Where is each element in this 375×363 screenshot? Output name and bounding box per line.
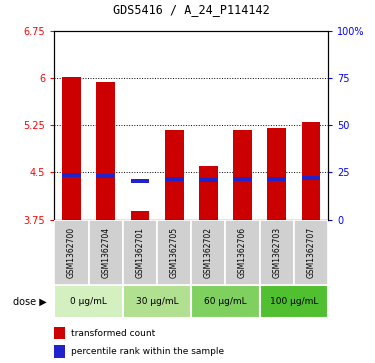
- Bar: [62, 77, 81, 220]
- Bar: [54, 220, 88, 285]
- Bar: [191, 285, 260, 318]
- Text: GSM1362704: GSM1362704: [101, 227, 110, 278]
- Bar: [267, 178, 286, 181]
- Text: 100 μg/mL: 100 μg/mL: [270, 297, 318, 306]
- Bar: [96, 174, 115, 178]
- Bar: [267, 129, 286, 220]
- Bar: [191, 220, 225, 285]
- Bar: [62, 173, 81, 177]
- Bar: [88, 220, 123, 285]
- Bar: [123, 285, 191, 318]
- Text: transformed count: transformed count: [71, 329, 155, 338]
- Text: GSM1362705: GSM1362705: [170, 227, 178, 278]
- Text: dose ▶: dose ▶: [13, 296, 47, 306]
- Text: 30 μg/mL: 30 μg/mL: [136, 297, 178, 306]
- Text: GSM1362701: GSM1362701: [135, 227, 144, 278]
- Bar: [260, 285, 328, 318]
- Bar: [54, 327, 65, 339]
- Bar: [199, 166, 218, 220]
- Text: percentile rank within the sample: percentile rank within the sample: [71, 347, 224, 356]
- Text: GSM1362707: GSM1362707: [306, 227, 315, 278]
- Bar: [302, 176, 320, 180]
- Bar: [123, 220, 157, 285]
- Bar: [233, 130, 252, 220]
- Text: GSM1362706: GSM1362706: [238, 227, 247, 278]
- Text: 0 μg/mL: 0 μg/mL: [70, 297, 107, 306]
- Bar: [225, 220, 260, 285]
- Text: GDS5416 / A_24_P114142: GDS5416 / A_24_P114142: [113, 3, 270, 16]
- Text: 60 μg/mL: 60 μg/mL: [204, 297, 247, 306]
- Bar: [302, 122, 320, 220]
- Text: GSM1362702: GSM1362702: [204, 227, 213, 278]
- Bar: [157, 220, 191, 285]
- Bar: [233, 177, 252, 181]
- Bar: [130, 179, 149, 183]
- Bar: [294, 220, 328, 285]
- Bar: [165, 130, 183, 220]
- Text: GSM1362700: GSM1362700: [67, 227, 76, 278]
- Bar: [130, 211, 149, 220]
- Bar: [54, 285, 123, 318]
- Text: GSM1362703: GSM1362703: [272, 227, 281, 278]
- Bar: [199, 178, 218, 182]
- Bar: [165, 177, 183, 181]
- Bar: [54, 345, 65, 358]
- Bar: [260, 220, 294, 285]
- Bar: [96, 82, 115, 220]
